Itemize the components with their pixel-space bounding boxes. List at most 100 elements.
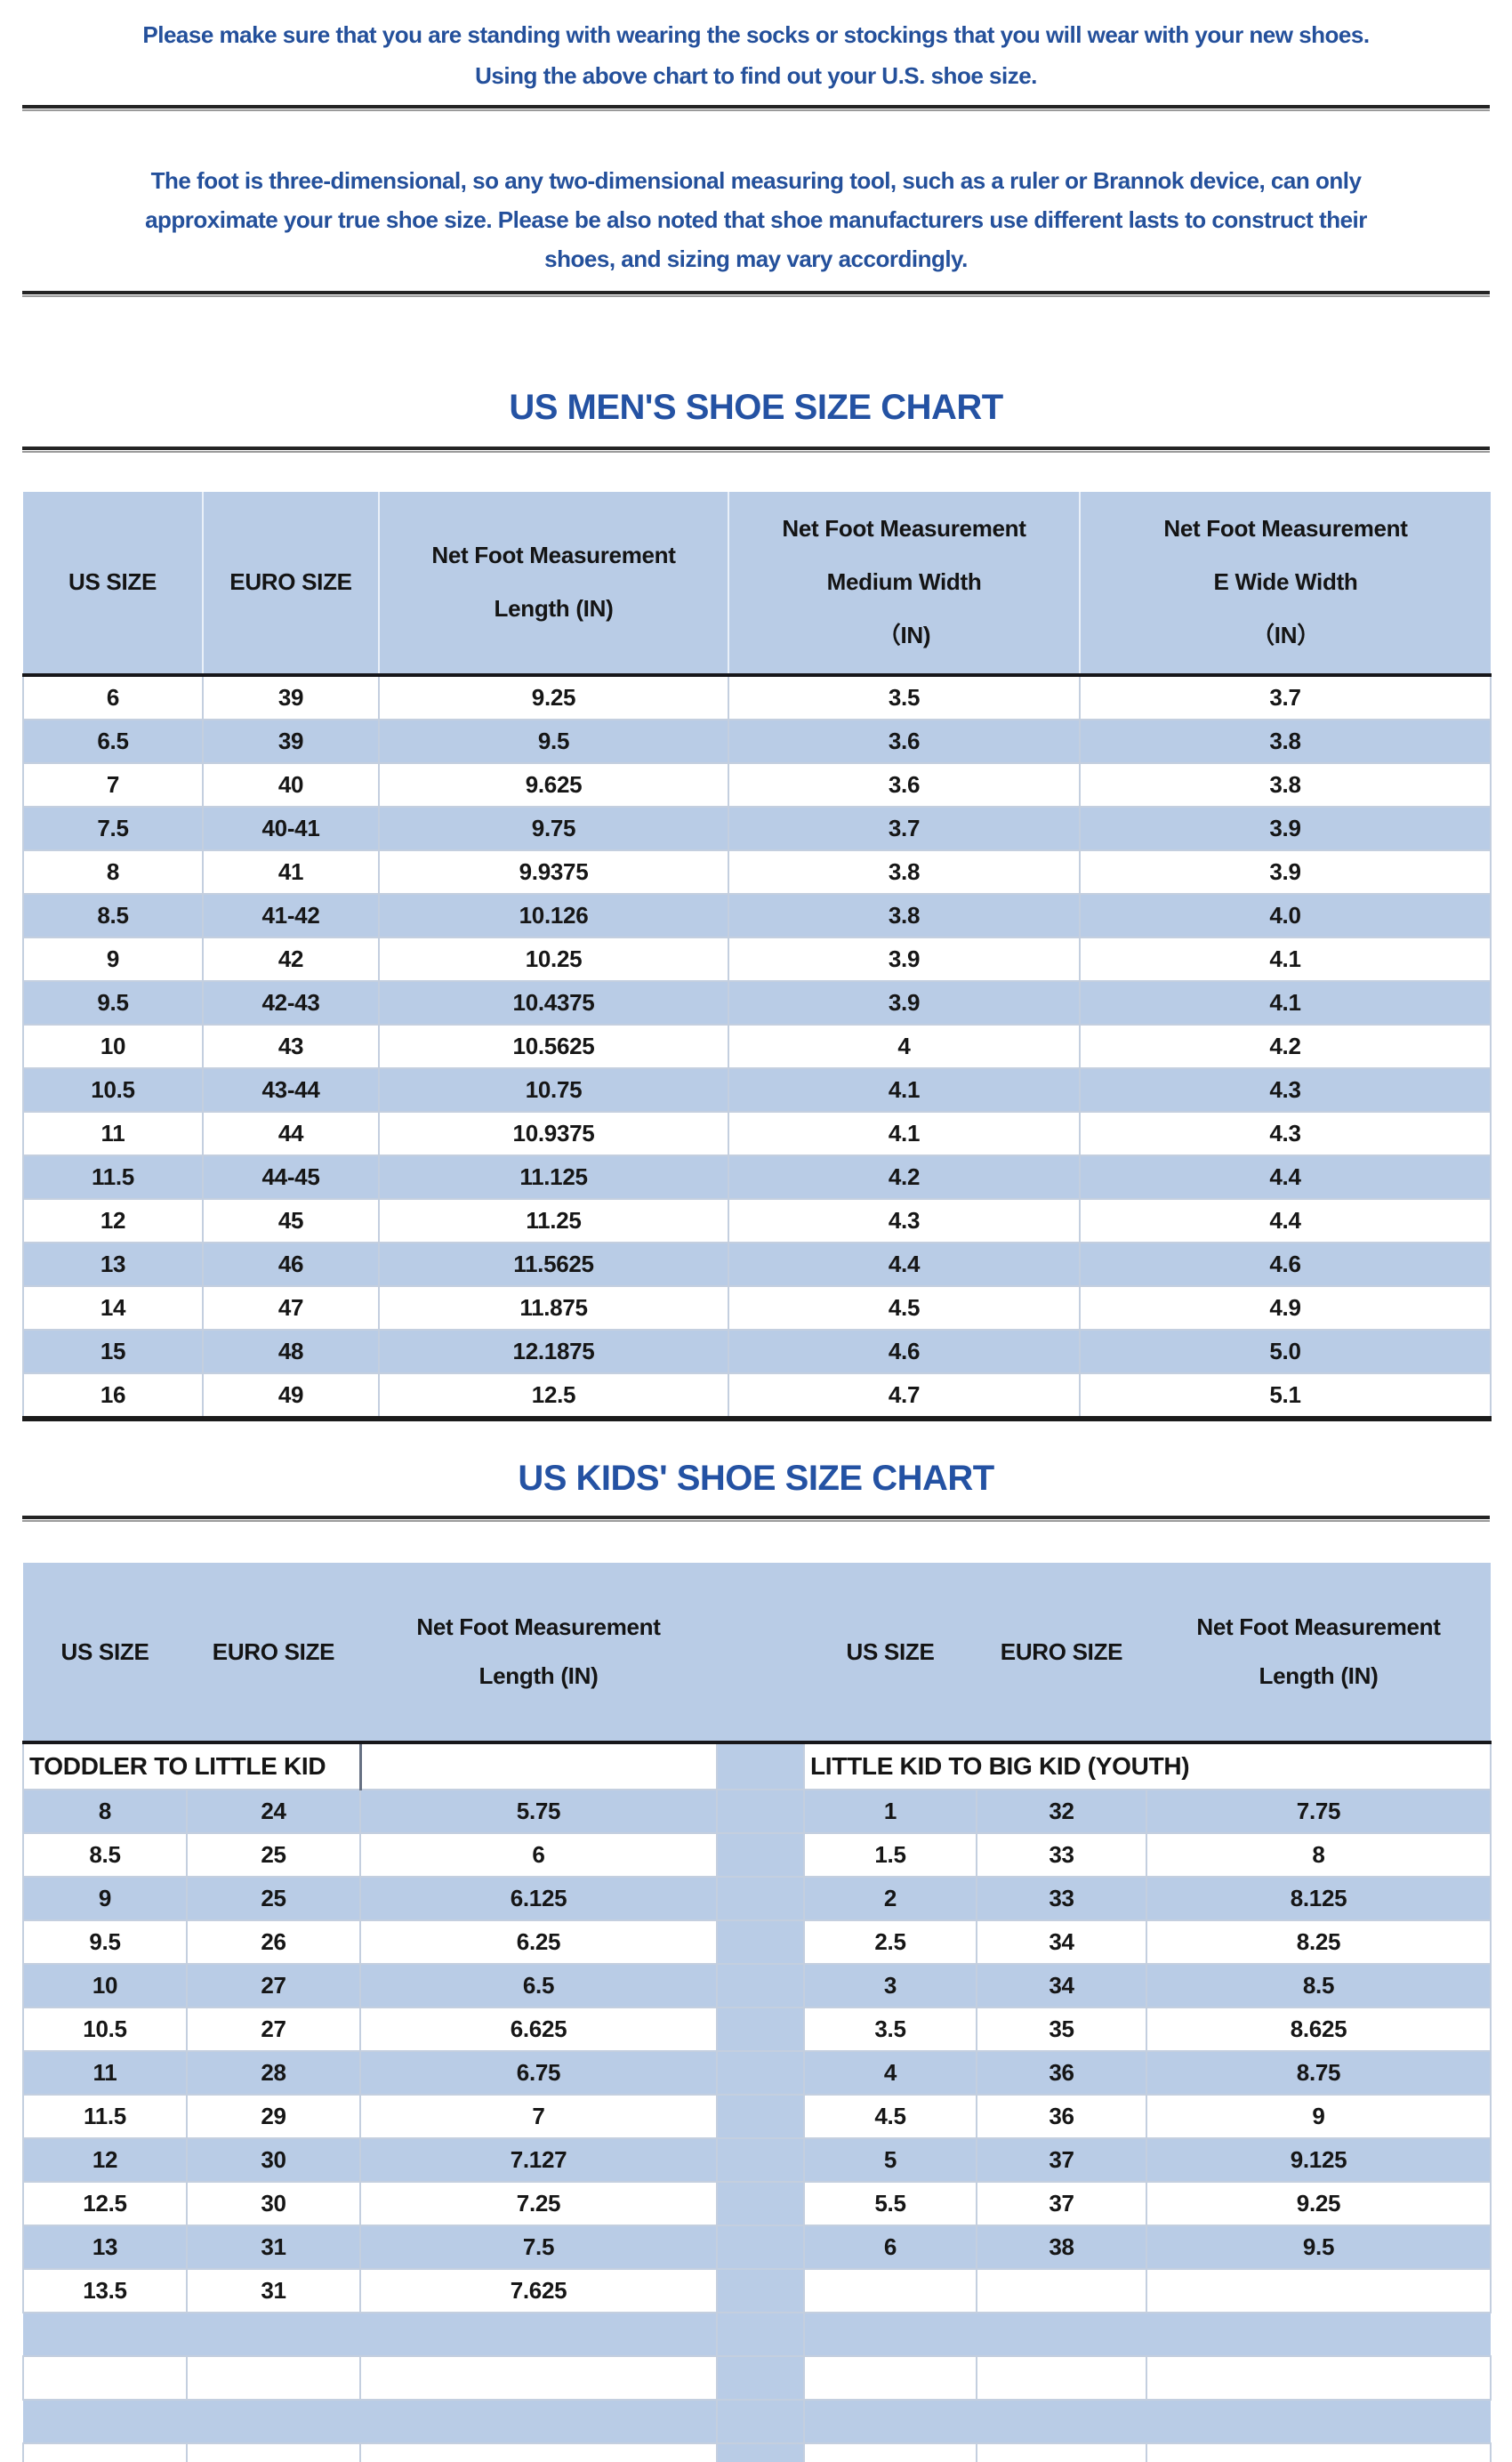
intro-line-1: Please make sure that you are standing w…: [142, 21, 1370, 48]
cell: 1: [803, 1789, 977, 1834]
table-row: 6 39 9.25 3.5 3.7: [22, 674, 1492, 720]
cell: 8.25: [1146, 1919, 1492, 1965]
cell: 4.5: [803, 2094, 977, 2139]
table-row: 11 28 6.75 4 36 8.75: [22, 2050, 1492, 2096]
cell: 12.1875: [378, 1329, 729, 1374]
cell: [22, 2355, 188, 2401]
table-row: 10 27 6.5 3 34 8.5: [22, 1963, 1492, 2008]
col-header-length: Net Foot Measurement Length (IN): [378, 492, 728, 675]
cell: 6: [359, 1832, 718, 1878]
table-center-divider: [716, 2137, 805, 2183]
cell: 42-43: [202, 980, 380, 1026]
cell: [976, 2268, 1147, 2313]
cell: 4.3: [1079, 1111, 1492, 1156]
note-line-3: shoes, and sizing may vary accordingly.: [544, 245, 968, 272]
cell: 30: [186, 2181, 361, 2226]
cell: [1146, 2268, 1492, 2313]
cell: 13: [22, 2225, 188, 2270]
col-header-medium-width: Net Foot Measurement Medium Width （IN): [728, 492, 1080, 675]
cell: 3.6: [728, 719, 1081, 764]
cell: [359, 1742, 718, 1790]
intro-text: Please make sure that you are standing w…: [0, 0, 1512, 96]
cell: 9.5: [22, 1919, 188, 1965]
cell: 10.5: [22, 2007, 188, 2052]
cell: 10.4375: [378, 980, 729, 1026]
cell: 4.1: [728, 1067, 1081, 1113]
cell: 34: [976, 1963, 1147, 2008]
cell: 31: [186, 2225, 361, 2270]
cell: 3.5: [728, 674, 1081, 720]
cell: 9: [22, 937, 204, 982]
cell: 12.5: [378, 1372, 729, 1420]
cell: 11.5625: [378, 1242, 729, 1287]
cell: 11.25: [378, 1198, 729, 1243]
table-row: 9 25 6.125 2 33 8.125: [22, 1876, 1492, 1921]
cell: 8.75: [1146, 2050, 1492, 2096]
table-center-divider: [716, 1789, 805, 1834]
cell: 39: [202, 674, 380, 720]
cell: 27: [186, 2007, 361, 2052]
cell: 4.3: [1079, 1067, 1492, 1113]
cell: [804, 2399, 1491, 2444]
cell: 10.75: [378, 1067, 729, 1113]
cell: 9.5: [1146, 2225, 1492, 2270]
note-text: The foot is three-dimensional, so any tw…: [0, 161, 1512, 278]
cell: 6: [22, 674, 204, 720]
cell: 24: [186, 1789, 361, 1834]
cell: [803, 2355, 977, 2401]
cell: 6.5: [359, 1963, 718, 2008]
cell: 47: [202, 1285, 380, 1331]
cell: 7.75: [1146, 1789, 1492, 1834]
cell: 37: [976, 2137, 1147, 2183]
cell: 4.2: [728, 1155, 1081, 1200]
table-row: 12 45 11.25 4.3 4.4: [22, 1198, 1492, 1243]
cell: [1146, 2355, 1492, 2401]
col-header-e-wide-width: Net Foot Measurement E Wide Width （IN）: [1079, 492, 1491, 675]
cell: 4.3: [728, 1198, 1081, 1243]
cell: [359, 2442, 718, 2462]
cell: [803, 2268, 977, 2313]
table-row: 6.5 39 9.5 3.6 3.8: [22, 719, 1492, 764]
table-center-divider: [716, 2399, 805, 2444]
table-center-divider: [716, 2050, 805, 2096]
cell: [1146, 2442, 1492, 2462]
cell: 6.625: [359, 2007, 718, 2052]
cell: 14: [22, 1285, 204, 1331]
cell: 9.125: [1146, 2137, 1492, 2183]
cell: 4.0: [1079, 893, 1492, 938]
table-center-divider: [716, 1919, 805, 1965]
cell: 10.9375: [378, 1111, 729, 1156]
table-center-divider: [716, 2442, 805, 2462]
cell: 4.6: [728, 1329, 1081, 1374]
cell: 3.8: [728, 893, 1081, 938]
table-row: 13.5 31 7.625: [22, 2268, 1492, 2313]
kids-table-body: TODDLER TO LITTLE KID LITTLE KID TO BIG …: [22, 1742, 1492, 2462]
cell: 3.9: [728, 980, 1081, 1026]
cell: 6.75: [359, 2050, 718, 2096]
table-row: 9.5 42-43 10.4375 3.9 4.1: [22, 980, 1492, 1026]
cell: 3.8: [1079, 719, 1492, 764]
cell: 39: [202, 719, 380, 764]
cell: 7.5: [22, 806, 204, 851]
cell: 12.5: [22, 2181, 188, 2226]
table-center-divider: [716, 1876, 805, 1921]
cell: 25: [186, 1876, 361, 1921]
cell: 37: [976, 2181, 1147, 2226]
cell: 9: [22, 1876, 188, 1921]
cell: 38: [976, 2225, 1147, 2270]
cell: 9.625: [378, 762, 729, 808]
cell: [186, 2442, 361, 2462]
cell: 15: [22, 1329, 204, 1374]
table-row: 13 46 11.5625 4.4 4.6: [22, 1242, 1492, 1287]
table-row: 12 30 7.127 5 37 9.125: [22, 2137, 1492, 2183]
cell: 6: [803, 2225, 977, 2270]
cell: 4.2: [1079, 1024, 1492, 1069]
cell: 4.4: [1079, 1155, 1492, 1200]
table-row: [22, 2355, 1492, 2401]
cell: 36: [976, 2094, 1147, 2139]
cell: 33: [976, 1876, 1147, 1921]
table-row: 16 49 12.5 4.7 5.1: [22, 1372, 1492, 1420]
cell: 7.625: [359, 2268, 718, 2313]
cell: 7: [359, 2094, 718, 2139]
cell: 7.5: [359, 2225, 718, 2270]
